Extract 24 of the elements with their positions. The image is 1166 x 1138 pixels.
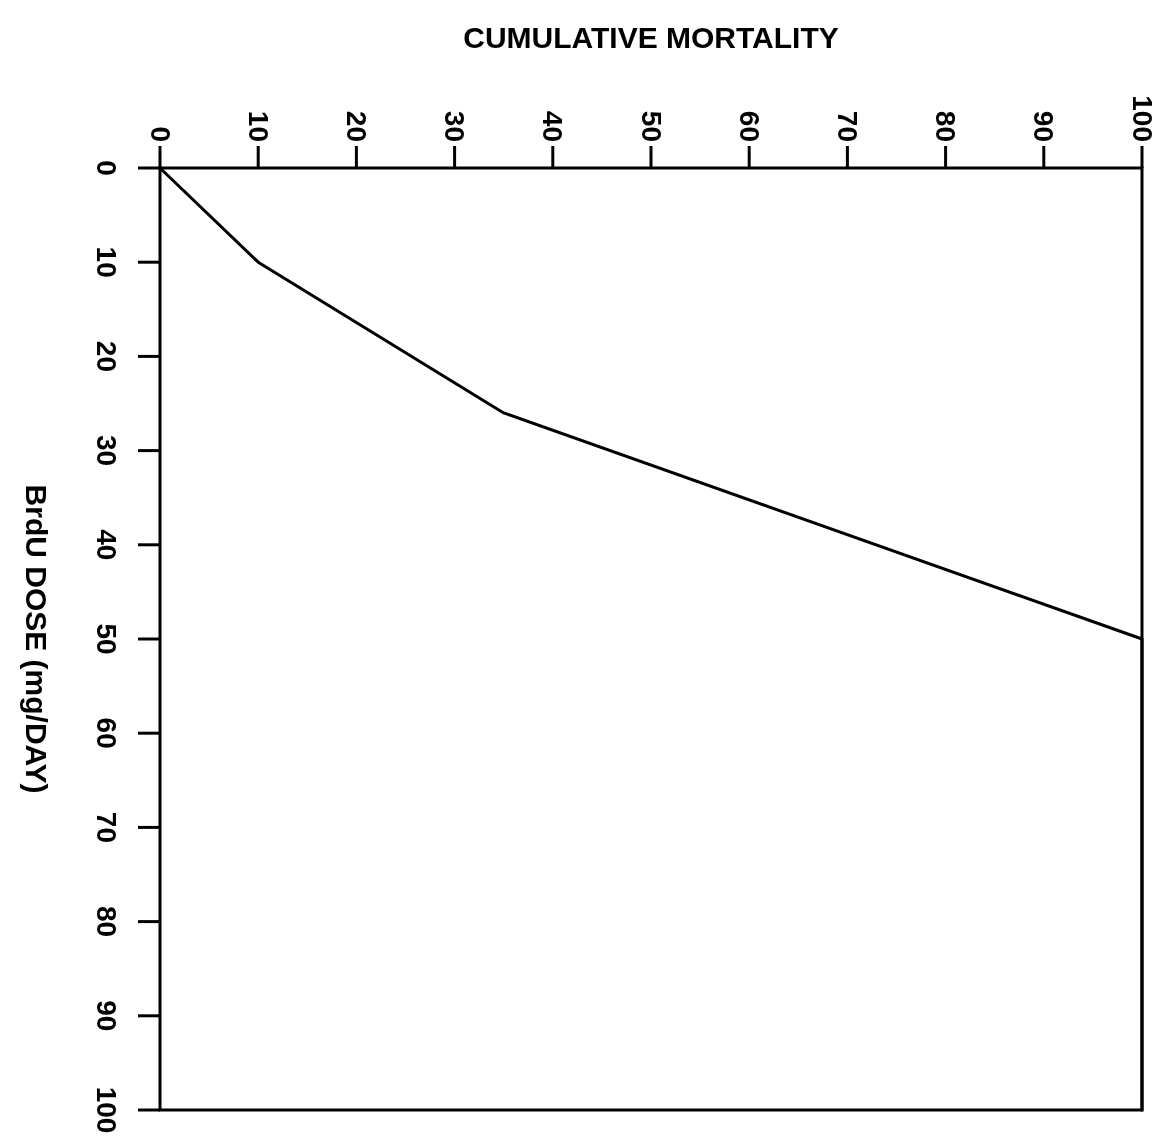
y-tick-label: 10 bbox=[90, 246, 122, 278]
x-tick-label: 70 bbox=[831, 110, 863, 142]
y-tick-label: 30 bbox=[90, 435, 122, 467]
y-tick-label: 40 bbox=[90, 529, 122, 561]
y-tick-label: 90 bbox=[90, 1000, 122, 1032]
x-tick-label: 40 bbox=[537, 110, 569, 142]
y-tick-label: 20 bbox=[90, 340, 122, 372]
x-tick-label: 0 bbox=[144, 126, 176, 142]
x-tick-label: 10 bbox=[242, 110, 274, 142]
y-tick-label: 50 bbox=[90, 623, 122, 655]
x-tick-label: 100 bbox=[1126, 95, 1158, 142]
x-tick-label: 90 bbox=[1028, 110, 1060, 142]
x-axis-title: CUMULATIVE MORTALITY bbox=[463, 21, 839, 54]
x-tick-label: 30 bbox=[439, 110, 471, 142]
y-tick-label: 80 bbox=[90, 906, 122, 938]
y-tick-label: 100 bbox=[90, 1086, 122, 1134]
y-tick-label: 70 bbox=[90, 811, 122, 843]
y-tick-label: 0 bbox=[90, 160, 122, 176]
y-axis-title: BrdU DOSE (mg/DAY) bbox=[19, 484, 53, 794]
x-tick-label: 20 bbox=[340, 110, 372, 142]
x-tick-label: 80 bbox=[930, 110, 962, 142]
x-tick-label: 60 bbox=[733, 110, 765, 142]
x-tick-label: 50 bbox=[635, 110, 667, 142]
y-tick-label: 60 bbox=[90, 717, 122, 749]
